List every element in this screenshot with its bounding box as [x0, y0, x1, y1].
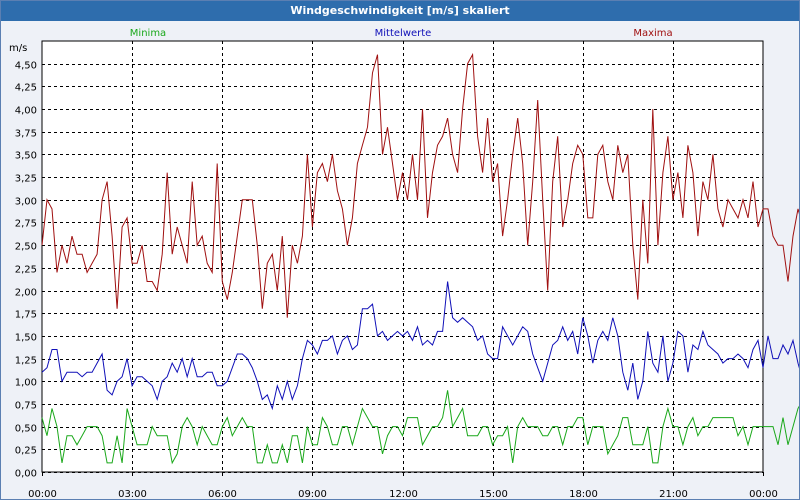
x-tick-time: 00:00 — [749, 489, 778, 499]
y-tick-label: 4,00 — [15, 106, 37, 117]
y-tick-label: 4,50 — [15, 61, 37, 72]
y-tick-label: 3,50 — [15, 151, 37, 162]
y-tick-label: 2,00 — [15, 288, 37, 299]
x-tick-time: 12:00 — [389, 489, 418, 499]
y-tick-label: 1,25 — [15, 356, 37, 367]
legend-mean: Mittelwerte — [375, 28, 432, 39]
x-tick-time: 03:00 — [118, 489, 147, 499]
chart-svg: 0,00 0,25 0,50 0,75 1,00 1,25 1,50 1,75 2,00 2,25… — [9, 28, 799, 499]
y-tick-label: 2,75 — [15, 219, 37, 230]
x-tick-time: 15:00 — [479, 489, 508, 499]
x-tick-time: 09:00 — [298, 489, 327, 499]
y-tick-label: 3,00 — [15, 197, 37, 208]
y-tick-label: 1,00 — [15, 378, 37, 389]
x-tick-time: 06:00 — [208, 489, 237, 499]
series-layer — [41, 52, 799, 465]
series-line-maxima — [41, 52, 799, 318]
legend-maxima: Maxima — [633, 28, 672, 39]
y-tick-label: 3,25 — [15, 174, 37, 185]
x-tick-time: 00:00 — [28, 489, 57, 499]
y-tick-label: 3,75 — [15, 129, 37, 140]
series-line-mittelwerte — [41, 281, 799, 411]
y-tick-label: 1,75 — [15, 310, 37, 321]
x-tick-time: 21:00 — [659, 489, 688, 499]
y-tick-label: 2,50 — [15, 242, 37, 253]
series-line-minima — [41, 390, 799, 465]
y-tick-label: 1,50 — [15, 333, 37, 344]
y-tick-label: 0,50 — [15, 424, 37, 435]
y-tick-label: 0,00 — [15, 469, 37, 480]
x-axis: 00:0023.11.1403:0023.11.1406:0023.11.140… — [28, 472, 778, 499]
y-tick-label: 4,25 — [15, 83, 37, 94]
plot-area — [41, 40, 764, 473]
y-tick-label: 0,75 — [15, 401, 37, 412]
x-tick-time: 18:00 — [569, 489, 598, 499]
y-axis: 0,00 0,25 0,50 0,75 1,00 1,25 1,50 1,75 2,00 2,25… — [15, 61, 37, 480]
window-title: Windgeschwindigkeit [m/s] skaliert — [1, 1, 799, 21]
legend-minima: Minima — [130, 28, 166, 39]
y-axis-label: m/s — [9, 43, 27, 54]
y-tick-label: 2,25 — [15, 265, 37, 276]
y-tick-label: 0,25 — [15, 446, 37, 457]
